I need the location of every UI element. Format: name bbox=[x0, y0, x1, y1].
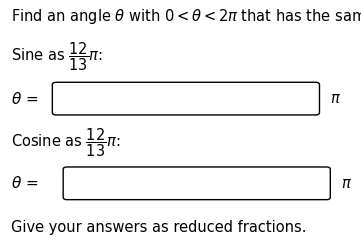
Text: Cosine as $\dfrac{12}{13}\pi$:: Cosine as $\dfrac{12}{13}\pi$: bbox=[11, 127, 120, 159]
FancyBboxPatch shape bbox=[52, 82, 319, 115]
Text: $\pi$: $\pi$ bbox=[341, 176, 352, 191]
Text: $\pi$: $\pi$ bbox=[330, 91, 341, 106]
FancyBboxPatch shape bbox=[63, 167, 330, 200]
Text: Sine as $\dfrac{12}{13}\pi$:: Sine as $\dfrac{12}{13}\pi$: bbox=[11, 41, 103, 73]
Text: $\theta$ =: $\theta$ = bbox=[11, 175, 38, 191]
Text: Find an angle $\theta$ with $0 < \theta < 2\pi$ that has the same:: Find an angle $\theta$ with $0 < \theta … bbox=[11, 7, 361, 26]
Text: $\theta$ =: $\theta$ = bbox=[11, 91, 38, 107]
Text: Give your answers as reduced fractions.: Give your answers as reduced fractions. bbox=[11, 220, 306, 235]
